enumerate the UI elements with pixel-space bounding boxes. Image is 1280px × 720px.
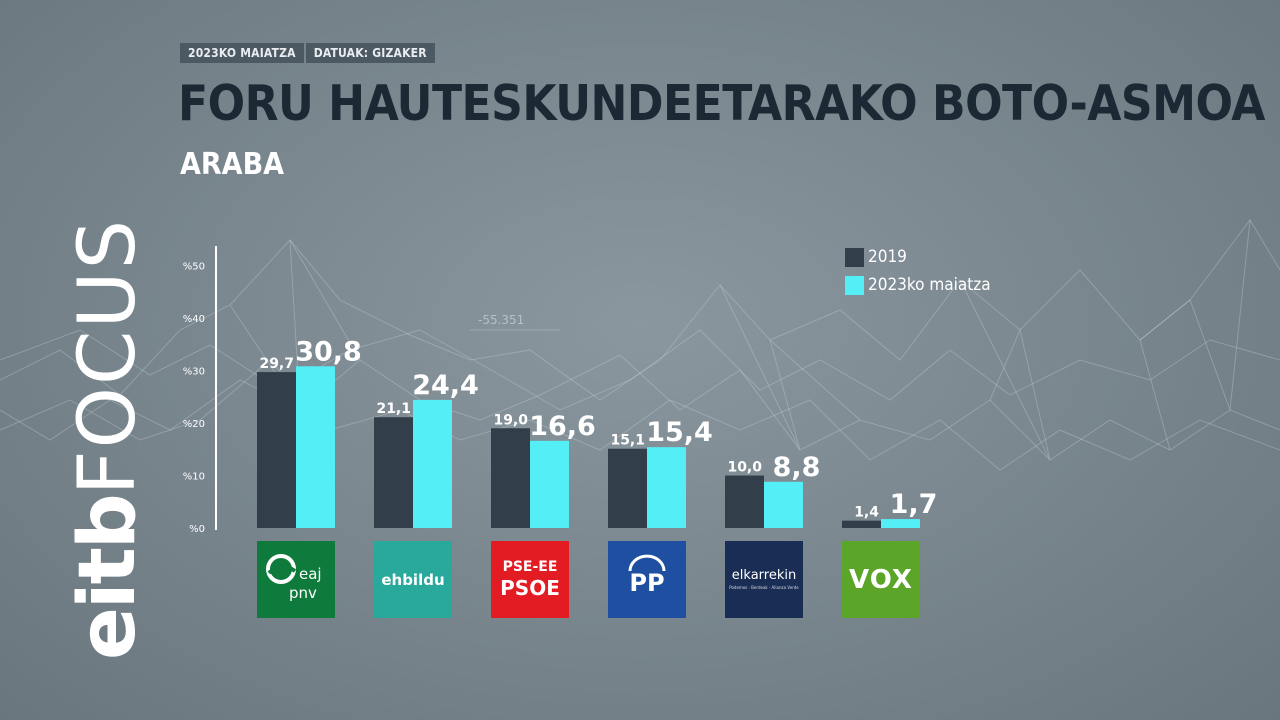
bar-2019 — [374, 417, 413, 528]
source-tag: DATUAK: GIZAKER — [305, 43, 435, 63]
data-label-2023: 1,7 — [890, 489, 938, 520]
bar-2023 — [296, 366, 335, 528]
bar-2019 — [257, 372, 296, 528]
page-subtitle: ARABA — [180, 147, 285, 182]
legend-item-2019: 2019 — [845, 244, 991, 270]
data-label-2019: 29,7 — [259, 356, 294, 372]
pnv-logo-line2: pnv — [289, 584, 317, 602]
data-label-2023: 24,4 — [412, 370, 479, 401]
party-logo-psoe: PSE-EE PSOE — [491, 541, 569, 618]
data-label-2023: 16,6 — [529, 411, 596, 442]
legend-label-2019: 2019 — [868, 247, 907, 267]
data-label-2019: 1,4 — [854, 505, 879, 521]
data-label-2019: 10,0 — [727, 460, 762, 476]
psoe-logo-line2: PSOE — [500, 576, 560, 600]
vox-logo-text: VOX — [849, 564, 913, 595]
pnv-logo-line1: eaj — [299, 565, 322, 583]
elkarrekin-logo-line1: elkarrekin — [731, 568, 797, 583]
y-tick-label: %50 — [183, 262, 205, 273]
data-label-2023: 15,4 — [646, 417, 713, 448]
y-tick-label: %20 — [183, 419, 205, 430]
legend-item-2023: 2023ko maiatza — [845, 272, 991, 298]
legend-swatch-2019 — [845, 247, 864, 267]
bar-2019 — [491, 428, 530, 528]
y-tick-label: %10 — [183, 472, 205, 483]
bar-2023 — [647, 447, 686, 528]
date-tag: 2023KO MAIATZA — [180, 43, 304, 63]
data-label-2023: 8,8 — [773, 452, 821, 483]
data-label-2019: 21,1 — [376, 401, 411, 417]
ehbildu-logo-text: ehbildu — [381, 570, 445, 589]
pp-logo-text: PP — [629, 569, 664, 597]
legend-label-2023: 2023ko maiatza — [868, 275, 991, 295]
bar-2019 — [842, 520, 881, 528]
party-logo-elkarrekin: elkarrekin Podemos · Berdeak · Alianza V… — [725, 541, 803, 618]
party-logo-vox: VOX — [842, 541, 920, 618]
party-logo-ehbildu: ehbildu — [374, 541, 452, 618]
bar-2023 — [413, 399, 452, 528]
bar-2019 — [725, 475, 764, 528]
elkarrekin-logo-line2: Podemos · Berdeak · Alianza Verde — [729, 585, 799, 590]
pp-logo-icon: PP — [628, 554, 666, 597]
y-tick-label: %40 — [183, 314, 205, 325]
data-label-2019: 19,0 — [493, 412, 528, 428]
pnv-logo-icon: eaj pnv — [266, 554, 322, 602]
data-label-2019: 15,1 — [610, 433, 645, 449]
legend-swatch-2023 — [845, 275, 864, 295]
data-label-2023: 30,8 — [295, 336, 362, 367]
bar-2023 — [764, 481, 803, 528]
bar-2023 — [881, 519, 920, 528]
party-logo-pnv: eaj pnv — [257, 541, 335, 618]
background-annotation: -55.351 — [478, 313, 524, 327]
party-logo-pp: PP — [608, 541, 686, 618]
y-tick-label: %30 — [183, 367, 205, 378]
bar-2023 — [530, 440, 569, 528]
header-tags: 2023KO MAIATZA DATUAK: GIZAKER — [180, 43, 437, 63]
page-title: FORU HAUTESKUNDEETARAKO BOTO-ASMOA — [178, 75, 1265, 132]
psoe-logo-line1: PSE-EE — [502, 559, 558, 575]
y-tick-label: %0 — [189, 524, 205, 535]
bar-2019 — [608, 448, 647, 528]
chart-legend: 2019 2023ko maiatza — [845, 244, 991, 300]
